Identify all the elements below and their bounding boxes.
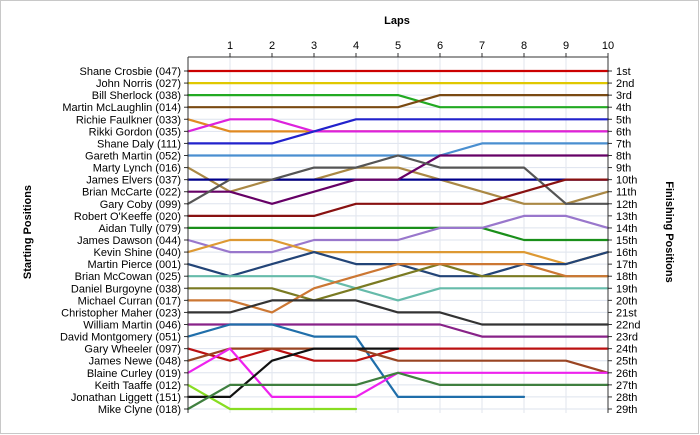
starting-position-label: James Dawson (044) xyxy=(77,235,181,247)
series-line-21 xyxy=(186,299,610,326)
finishing-position-label: 28th xyxy=(616,392,637,404)
starting-position-label: Keith Taaffe (012) xyxy=(95,380,181,392)
finishing-position-label: 2nd xyxy=(616,78,634,90)
starting-position-label: Richie Faulkner (033) xyxy=(76,114,181,126)
starting-position-label: Marty Lynch (016) xyxy=(93,163,181,175)
finishing-position-label: 8th xyxy=(616,151,631,163)
lap-tick-label: 5 xyxy=(395,40,401,52)
starting-position-label: William Martin (046) xyxy=(83,320,181,332)
starting-position-label: Martin Pierce (001) xyxy=(87,259,181,271)
finishing-position-label: 25th xyxy=(616,356,637,368)
axes xyxy=(184,53,612,413)
lap-tick-label: 7 xyxy=(479,40,485,52)
finishing-position-label: 20th xyxy=(616,295,637,307)
lap-tick-label: 9 xyxy=(563,40,569,52)
starting-position-label: Martin McLaughlin (014) xyxy=(62,102,181,114)
finishing-position-label: 22nd xyxy=(616,320,640,332)
series-line-9 xyxy=(186,166,610,205)
finishing-position-label: 21st xyxy=(616,307,637,319)
series-line-18 xyxy=(186,275,610,302)
starting-position-label: Gareth Martin (052) xyxy=(85,151,181,163)
finishing-position-label: 13th xyxy=(616,211,637,223)
series-line-3 xyxy=(186,93,610,109)
starting-position-label: James Elvers (037) xyxy=(86,175,181,187)
finishing-position-label: 14th xyxy=(616,223,637,235)
lap-tick-label: 6 xyxy=(437,40,443,52)
starting-position-label: James Newe (048) xyxy=(89,356,181,368)
lap-tick-label: 4 xyxy=(353,40,359,52)
y2-axis-title: Finishing Positions xyxy=(663,181,675,282)
starting-position-label: Blaine Curley (019) xyxy=(87,368,181,380)
finishing-position-label: 7th xyxy=(616,138,631,150)
series-line-16 xyxy=(186,238,610,266)
series-line-12 xyxy=(186,154,610,205)
series-line-20 xyxy=(186,263,610,314)
finishing-position-label: 12th xyxy=(616,199,637,211)
lap-tick-label: 8 xyxy=(521,40,527,52)
starting-position-label: Jonathan Liggett (151) xyxy=(71,392,181,404)
finishing-position-label: 6th xyxy=(616,126,631,138)
series-line-11 xyxy=(186,154,610,205)
finishing-position-label: 26th xyxy=(616,368,637,380)
starting-position-label: Christopher Maher (023) xyxy=(61,307,181,319)
starting-position-label: Robert O'Keeffe (020) xyxy=(74,211,181,223)
series-line-7 xyxy=(186,118,610,145)
lap-tick-label: 1 xyxy=(227,40,233,52)
series-line-6 xyxy=(186,118,610,133)
starting-position-label: Mike Clyne (018) xyxy=(98,404,181,416)
series-line-19 xyxy=(186,263,610,302)
starting-position-label: Brian McCarte (022) xyxy=(82,187,181,199)
finishing-position-label: 5th xyxy=(616,114,631,126)
starting-position-label: Shane Crosbie (047) xyxy=(79,66,181,78)
starting-position-label: Gary Wheeler (097) xyxy=(84,344,181,356)
finishing-position-label: 17th xyxy=(616,259,637,271)
lap-tick-label: 3 xyxy=(311,40,317,52)
series-line-23 xyxy=(186,323,526,398)
finishing-position-label: 1st xyxy=(616,66,631,78)
finishing-position-label: 3rd xyxy=(616,90,632,102)
starting-position-label: Shane Daly (111) xyxy=(97,138,181,150)
lap-tick-label: 10 xyxy=(602,40,614,52)
series-line-15 xyxy=(186,214,610,254)
series-line-27 xyxy=(186,383,358,411)
series-lines xyxy=(186,69,610,411)
tick-labels: 1 2 3 4 5 6 7 8 9 10 Shane Crosbie (047)John Norri… xyxy=(60,40,641,416)
y-axis-title: Starting Positions xyxy=(22,185,34,279)
lap-tick-label: 2 xyxy=(269,40,275,52)
starting-position-label: Daniel Burgoyne (038) xyxy=(71,283,181,295)
series-line-14 xyxy=(186,226,610,242)
series-line-29 xyxy=(186,371,610,411)
finishing-position-label: 15th xyxy=(616,235,637,247)
finishing-position-label: 11th xyxy=(616,187,637,199)
finishing-position-label: 4th xyxy=(616,102,631,114)
finishing-position-label: 29th xyxy=(616,404,637,416)
starting-position-label: Rikki Gordon (035) xyxy=(89,126,181,138)
finishing-position-label: 23rd xyxy=(616,332,638,344)
series-line-28 xyxy=(186,347,400,398)
finishing-position-label: 19th xyxy=(616,283,637,295)
starting-position-label: Brian McCowan (025) xyxy=(75,271,181,283)
finishing-position-label: 24th xyxy=(616,344,637,356)
finishing-position-label: 18th xyxy=(616,271,637,283)
starting-position-label: Gary Coby (099) xyxy=(100,199,181,211)
finishing-position-label: 10th xyxy=(616,175,637,187)
starting-position-label: Bill Sherlock (038) xyxy=(92,90,181,102)
starting-position-label: Michael Curran (017) xyxy=(78,295,181,307)
finishing-position-label: 27th xyxy=(616,380,637,392)
finishing-position-label: 9th xyxy=(616,163,631,175)
series-line-4 xyxy=(186,93,610,109)
series-line-25 xyxy=(186,347,610,374)
starting-position-label: Kevin Shine (040) xyxy=(94,247,181,259)
starting-position-label: David Montgomery (051) xyxy=(60,332,181,344)
series-line-13 xyxy=(186,178,610,217)
finishing-position-label: 16th xyxy=(616,247,637,259)
starting-position-label: John Norris (027) xyxy=(96,78,181,90)
x-axis-title: Laps xyxy=(384,15,410,27)
starting-position-label: Aidan Tully (079) xyxy=(98,223,181,235)
